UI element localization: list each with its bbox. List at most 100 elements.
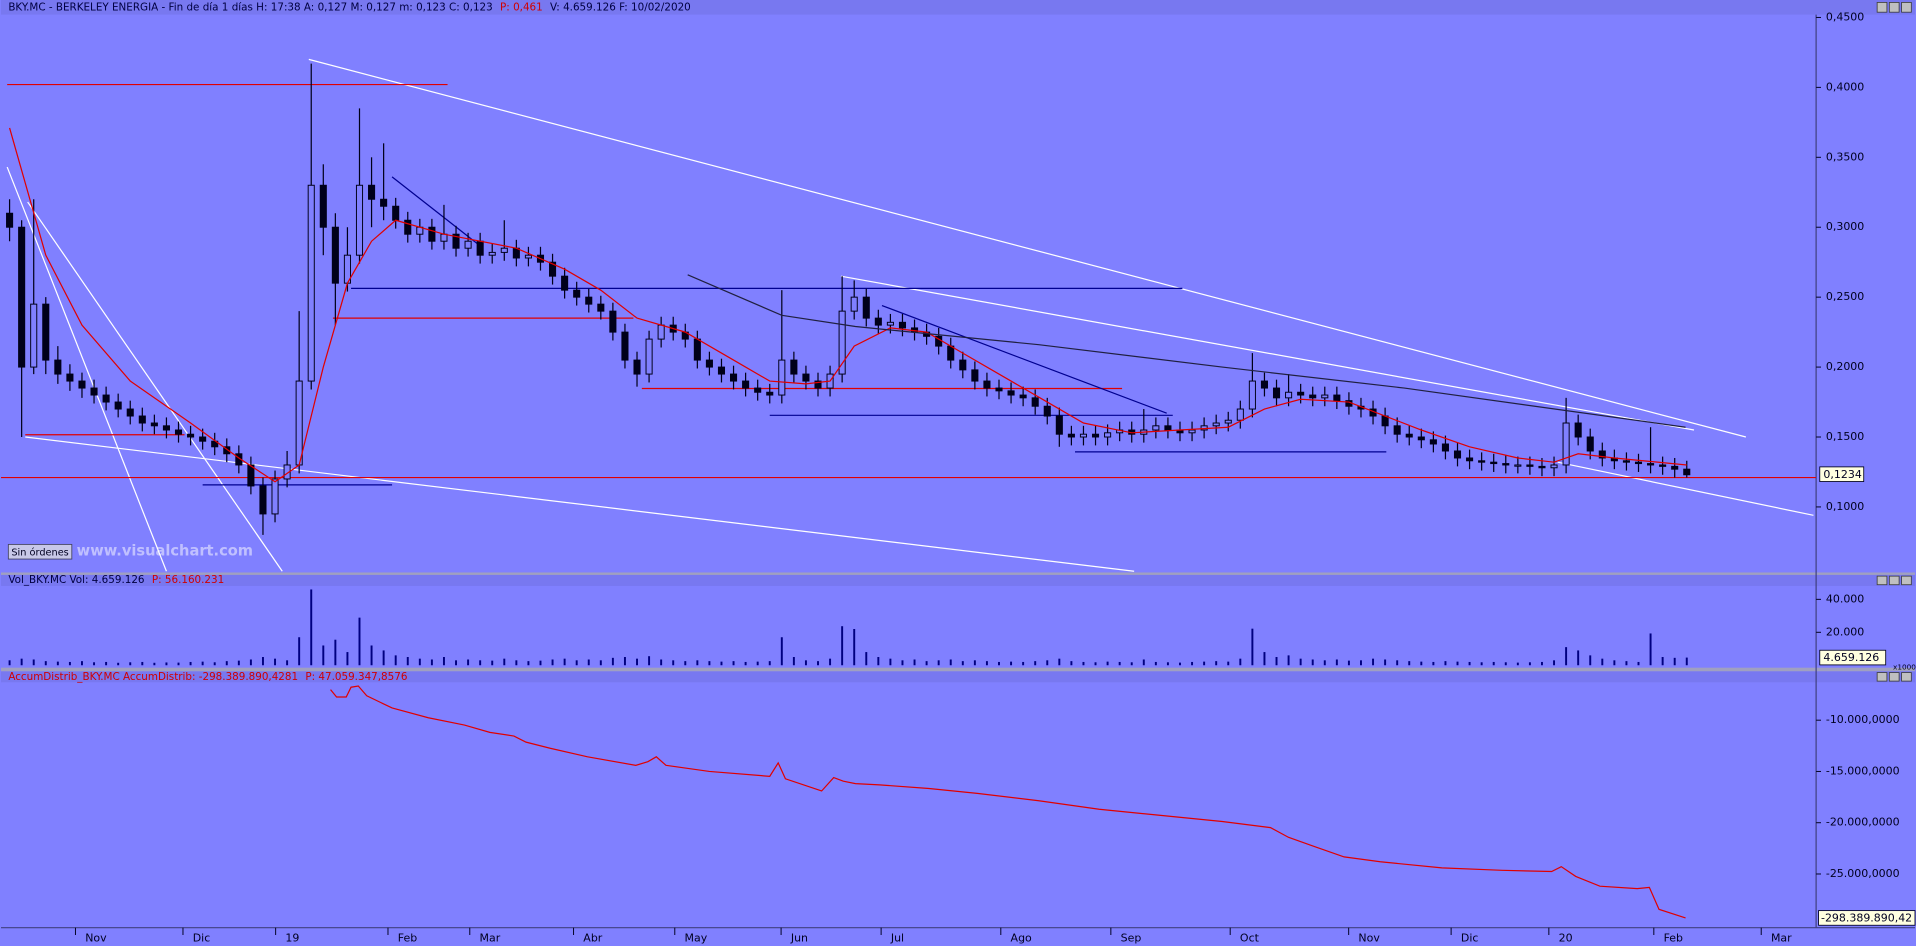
volume-bar — [442, 657, 445, 666]
x-tick-label: Oct — [1240, 932, 1260, 945]
volume-bar — [298, 637, 301, 666]
volume-bar — [1311, 659, 1314, 666]
candle-body — [187, 433, 195, 438]
candle-body — [959, 359, 967, 371]
volume-bar — [201, 661, 204, 666]
candle-body — [138, 415, 146, 424]
volume-bar — [696, 660, 699, 666]
candle-body — [1478, 460, 1486, 463]
candle-body — [114, 401, 122, 410]
minimize-button[interactable] — [1876, 2, 1888, 13]
candle-body — [1490, 461, 1498, 465]
trend-line — [308, 58, 1747, 438]
candle-body — [1007, 390, 1015, 396]
candle-body — [6, 212, 14, 228]
panel-divider — [1, 667, 1915, 672]
candle-body — [355, 184, 364, 256]
x-tick-label: Jul — [890, 932, 904, 945]
volume-bar — [1540, 661, 1543, 666]
volume-bar — [720, 661, 723, 666]
volume-bar — [1504, 662, 1507, 666]
volume-bar — [587, 659, 590, 666]
volume-bar — [684, 661, 687, 666]
close-button[interactable] — [1901, 575, 1912, 586]
candle-body — [1321, 394, 1329, 399]
volume-bar — [1094, 662, 1097, 666]
volume-bar — [780, 637, 783, 666]
volume-bar — [865, 652, 868, 666]
y-tick-label: 20.000 — [1826, 625, 1864, 638]
candle-body — [983, 380, 991, 389]
close-button[interactable] — [1901, 672, 1912, 682]
volume-bar — [68, 661, 71, 666]
trend-line — [25, 436, 1135, 572]
candle-body — [790, 359, 798, 375]
candle-body — [561, 275, 569, 291]
close-button[interactable] — [1901, 2, 1912, 13]
window-buttons[interactable] — [1876, 2, 1912, 682]
volume-bar — [1577, 650, 1580, 666]
volume-bar — [1649, 633, 1652, 666]
volume-bar — [925, 661, 928, 666]
candle-body — [778, 359, 786, 396]
volume-bar — [1299, 658, 1302, 666]
plot — [8, 589, 1688, 666]
volume-bar — [672, 660, 675, 666]
candle-body — [488, 251, 496, 256]
panel-divider — [1, 572, 1915, 577]
volume-bar — [346, 652, 349, 666]
minimize-button[interactable] — [1876, 575, 1888, 586]
last-value-label: 4.659.126 — [1823, 651, 1879, 664]
candle-body — [1333, 394, 1341, 402]
volume-bar — [539, 660, 542, 666]
volume-bar — [563, 658, 566, 666]
plot — [1, 58, 1817, 572]
candle-body — [1683, 468, 1691, 476]
volume-bar — [648, 656, 651, 666]
y-tick-label: -20.000,0000 — [1826, 816, 1900, 829]
candle-body — [150, 422, 158, 427]
value-box-label: -298.389.890,42 — [1821, 912, 1912, 925]
volume-bar — [949, 659, 952, 666]
header-part: V: 4.659.126 F: 10/02/2020 — [550, 1, 691, 13]
volume-bar — [1275, 657, 1278, 666]
volume-bar — [660, 659, 663, 666]
candle-body — [404, 219, 412, 235]
volume-bar — [1251, 628, 1254, 666]
volume-bar — [829, 658, 832, 666]
candle-body — [754, 387, 762, 393]
header-part: P: 47.059.347,8576 — [305, 671, 407, 683]
candle-body — [1019, 394, 1027, 399]
candle-body — [886, 321, 894, 326]
maximize-button[interactable] — [1888, 575, 1900, 586]
last-value-label: 0,1234 — [1823, 468, 1861, 481]
x-tick-label: Dic — [1461, 932, 1479, 945]
orders-button[interactable] — [7, 543, 73, 560]
x-tick-label: Jun — [790, 932, 808, 945]
orders-button-label[interactable]: Sin órdenes — [11, 546, 68, 558]
maximize-button[interactable] — [1888, 2, 1900, 13]
candle-body — [1562, 422, 1570, 466]
candle-body — [162, 425, 170, 431]
candle-body — [368, 184, 376, 200]
volume-bar — [1396, 660, 1399, 666]
volume-bar — [768, 661, 771, 666]
minimize-button[interactable] — [1876, 672, 1888, 682]
candle-body — [1514, 464, 1522, 467]
volume-bar — [56, 661, 59, 666]
candle-body — [1671, 465, 1679, 470]
volume-bar — [756, 661, 759, 666]
candle-body — [90, 387, 98, 396]
candle-body — [1212, 422, 1220, 427]
candle-body — [1031, 397, 1039, 407]
panel-header: Vol_BKY.MC Vol: 4.659.126 P: 56.160.231 — [8, 574, 224, 586]
candle-body — [730, 373, 738, 382]
candle-body — [295, 380, 303, 466]
maximize-button[interactable] — [1888, 672, 1900, 682]
plot — [330, 685, 1686, 919]
volume-bar — [1154, 661, 1157, 666]
volume-bar — [334, 639, 337, 666]
candle-body — [874, 317, 882, 326]
